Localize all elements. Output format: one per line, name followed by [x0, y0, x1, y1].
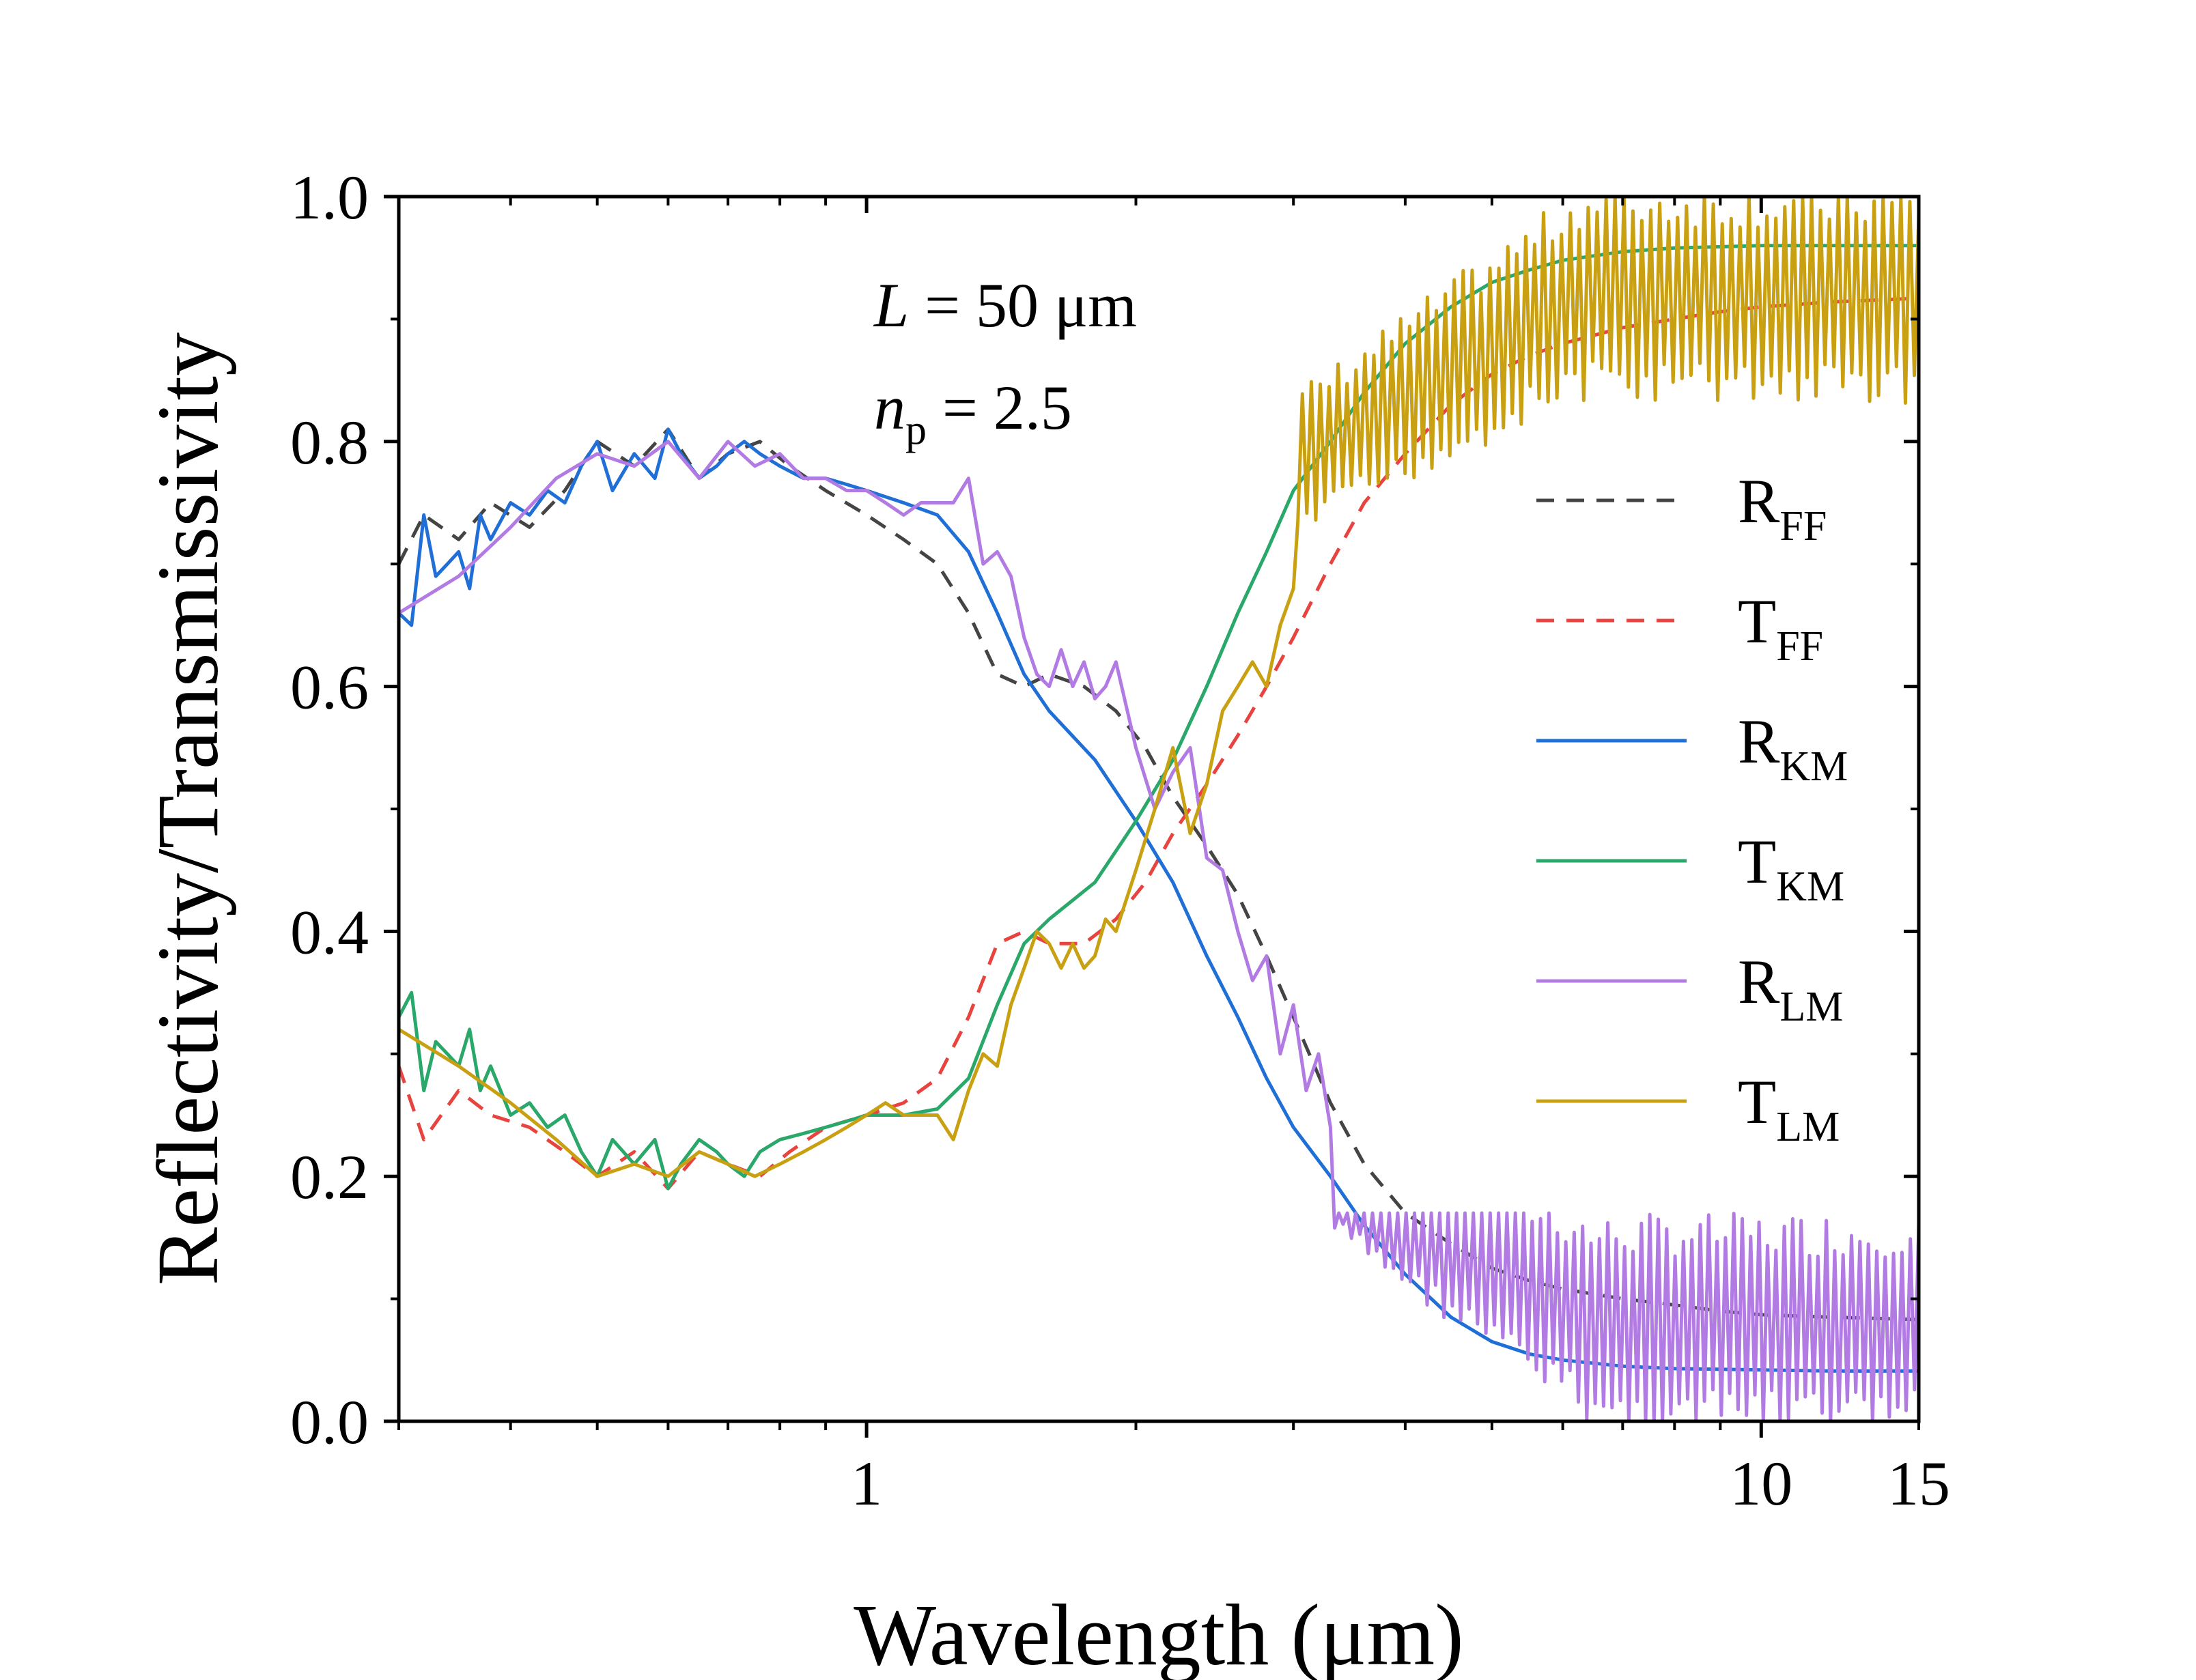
series-line-t-km — [397, 244, 1919, 1191]
legend-label-sub: FF — [1779, 503, 1827, 550]
series-line-t-lm — [397, 195, 1921, 1178]
legend-label-r-km: RKM — [1738, 707, 1848, 790]
legend-label-main: T — [1738, 586, 1776, 656]
legend-label-r-ff: RFF — [1738, 466, 1827, 550]
legend-label-sub: KM — [1779, 743, 1848, 790]
legend-label-main: T — [1738, 827, 1776, 896]
y-tick-label: 0.6 — [290, 653, 369, 722]
annotation-index-var: n — [874, 373, 905, 442]
y-axis-title: Reflectivity/Transmissivity — [139, 332, 236, 1285]
legend-label-sub: LM — [1779, 984, 1843, 1030]
x-axis-title: Wavelength (μm) — [854, 1586, 1464, 1680]
legend-label-sub: KM — [1776, 864, 1844, 910]
annotation-length: L = 50 μm — [873, 270, 1137, 340]
annotation-refractive-index: np = 2.5 — [874, 373, 1072, 453]
annotation-index-value: = 2.5 — [927, 373, 1072, 442]
x-tick-label: 1 — [851, 1449, 882, 1518]
legend-label-t-lm: TLM — [1738, 1067, 1840, 1150]
annotation-index-sub: p — [905, 407, 927, 453]
x-tick-label: 10 — [1730, 1449, 1792, 1518]
x-tick-label: 15 — [1887, 1449, 1950, 1518]
legend-label-r-lm: RLM — [1738, 947, 1843, 1030]
legend-label-main: T — [1738, 1067, 1776, 1137]
tick-layer: 0.0 0.2 0.4 0.6 0.8 1.0 1 10 15 — [290, 162, 1950, 1518]
series-line-r-lm — [397, 440, 1921, 1423]
y-tick-label: 0.8 — [290, 408, 369, 477]
y-tick-label: 1.0 — [290, 162, 369, 232]
legend-label-main: R — [1738, 466, 1780, 536]
legend-label-sub: FF — [1776, 623, 1823, 670]
legend-label-main: R — [1738, 707, 1780, 776]
legend-label-main: R — [1738, 947, 1780, 1016]
y-tick-label: 0.0 — [290, 1387, 369, 1457]
y-tick-label: 0.4 — [290, 897, 369, 967]
annotation-length-value: = 50 μm — [909, 270, 1137, 340]
legend-label-t-ff: TFF — [1738, 586, 1823, 670]
annotation-length-var: L — [873, 270, 909, 340]
legend-label-t-km: TKM — [1738, 827, 1844, 910]
legend-label-sub: LM — [1776, 1104, 1840, 1150]
y-tick-label: 0.2 — [290, 1142, 369, 1212]
series-layer — [397, 195, 1921, 1423]
